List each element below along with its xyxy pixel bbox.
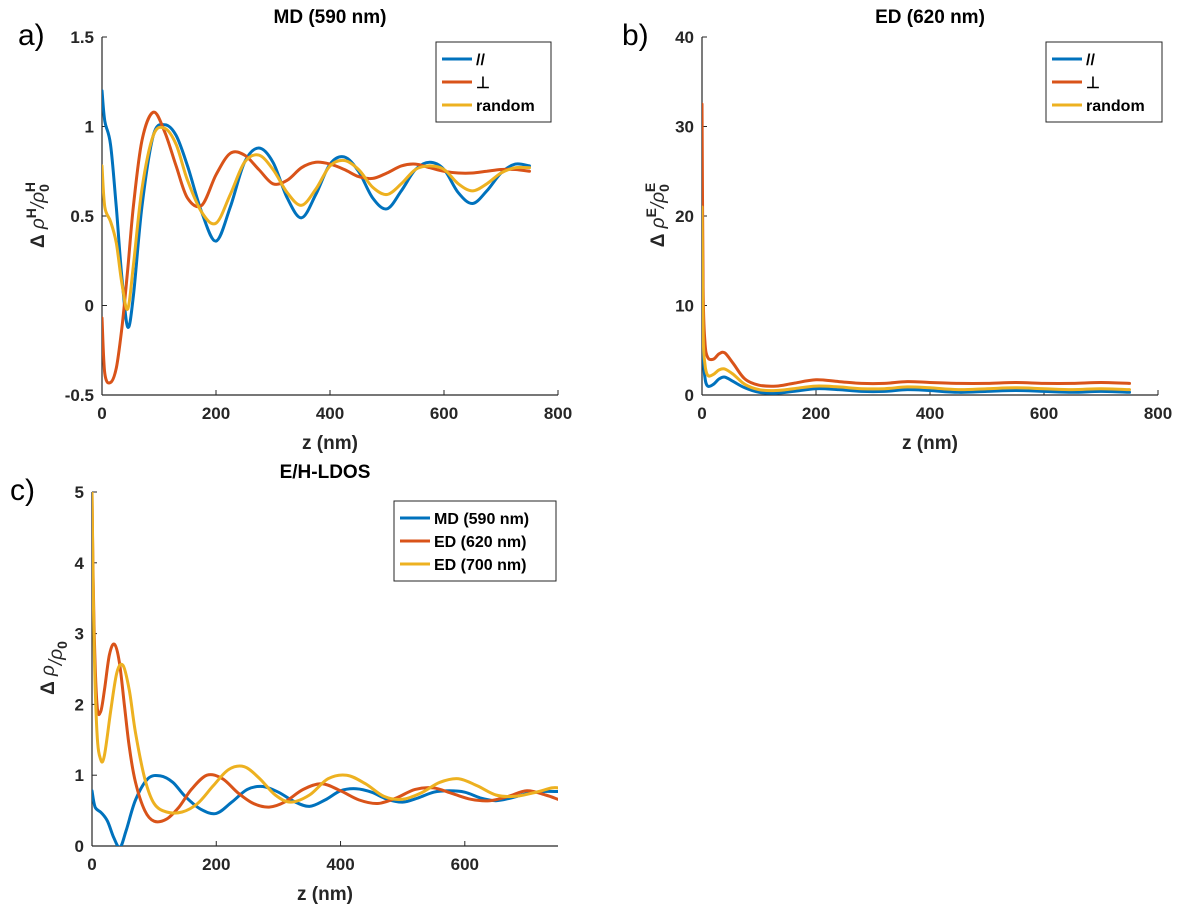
- y-label-rho: ρ: [38, 665, 59, 677]
- y-axis-label: Δ ρ/ρ0: [38, 641, 70, 695]
- y-axis-label: Δ ρE/ρ0E: [642, 183, 672, 247]
- y-label-sub: 0: [36, 184, 52, 192]
- panel-label: c): [10, 474, 35, 507]
- y-label-sub: 0: [54, 641, 70, 649]
- legend-entry: MD (590 nm): [434, 511, 529, 528]
- y-tick-label: 1: [85, 118, 94, 137]
- series-line-1: [702, 102, 1131, 388]
- y-axis-label: Δ ρH/ρ0H: [22, 182, 52, 248]
- y-label-rho: ρ: [648, 217, 669, 229]
- x-tick-label: 0: [697, 404, 706, 423]
- y-tick-label: 0: [685, 386, 694, 405]
- series-line-1: [92, 492, 558, 824]
- x-axis-label: z (nm): [297, 884, 353, 905]
- series-group: [102, 89, 531, 385]
- y-tick-label: 20: [675, 207, 694, 226]
- y-tick-label: 30: [675, 118, 694, 137]
- legend-entry: //: [476, 52, 485, 69]
- y-tick-label: 3: [75, 625, 84, 644]
- legend: MD (590 nm) ED (620 nm) ED (700 nm): [393, 500, 557, 582]
- y-tick-label: 0: [75, 837, 84, 856]
- y-label-sup: H: [23, 208, 39, 218]
- x-tick-label: 200: [202, 855, 230, 874]
- x-tick-label: 200: [202, 404, 230, 423]
- y-tick-label: 0: [85, 297, 94, 316]
- y-label-slash: /: [648, 201, 669, 210]
- x-tick-label: 0: [87, 855, 96, 874]
- x-tick-label: 400: [916, 404, 944, 423]
- y-label-rho0: ρ: [28, 192, 49, 204]
- panel-a: 0 200 400 600 800-0.500.511.5MD (590 nm)a)z …: [18, 7, 572, 454]
- legend-entry: ED (700 nm): [434, 557, 526, 574]
- x-tick-label: 800: [544, 404, 572, 423]
- y-label-delta: Δ: [28, 229, 49, 248]
- legend: // ⊥ random: [1045, 41, 1163, 123]
- chart-title: MD (590 nm): [274, 7, 387, 28]
- y-label-sup2: E: [642, 183, 658, 192]
- x-tick-label: 400: [326, 855, 354, 874]
- series-line-0: [702, 259, 1131, 395]
- y-label-slash: /: [28, 201, 49, 210]
- y-tick-label: 2: [75, 695, 84, 714]
- y-label-delta: Δ: [648, 228, 669, 247]
- legend-entry: ED (620 nm): [434, 534, 526, 551]
- chart-title: E/H-LDOS: [280, 462, 371, 483]
- y-label-sub: 0: [656, 184, 672, 192]
- panel-b: 0 200 400 600 800 0 10 20 30 40 ED (620 nm) b) z (nm…: [622, 7, 1172, 454]
- series-line-2: [92, 492, 558, 815]
- x-tick-label: 600: [430, 404, 458, 423]
- series-group: [702, 102, 1131, 395]
- x-axis-label: z (nm): [902, 433, 958, 454]
- series-line-0: [102, 89, 531, 329]
- y-label-rho: ρ: [28, 218, 49, 230]
- y-label-sup2: H: [22, 182, 38, 192]
- y-label-delta: Δ: [38, 676, 59, 695]
- y-label-rho0: ρ: [46, 649, 67, 661]
- x-tick-label: 600: [1030, 404, 1058, 423]
- series-line-2: [102, 125, 531, 311]
- legend-entry: ⊥: [476, 75, 490, 92]
- y-tick-label: 4: [75, 554, 85, 573]
- legend-entry: random: [476, 98, 535, 115]
- panel-label: b): [622, 19, 649, 52]
- x-tick-label: 200: [802, 404, 830, 423]
- y-tick-label: 5: [75, 483, 84, 502]
- series-group: [92, 492, 558, 846]
- x-tick-label: 0: [97, 404, 106, 423]
- series-line-1: [102, 110, 531, 385]
- y-tick-label: 0.5: [70, 207, 94, 226]
- x-tick-label: 600: [451, 855, 479, 874]
- panel-label: a): [18, 19, 45, 52]
- y-label-slash: /: [46, 658, 67, 667]
- series-line-0: [92, 773, 558, 846]
- chart-title: ED (620 nm): [875, 7, 985, 28]
- y-tick-label: 1: [75, 766, 84, 785]
- legend-entry: random: [1086, 98, 1145, 115]
- y-tick-label: 1.5: [70, 28, 94, 47]
- y-label-rho0: ρ: [648, 192, 669, 204]
- y-tick-label: -0.5: [65, 386, 94, 405]
- x-tick-label: 400: [316, 404, 344, 423]
- legend: // ⊥ random: [435, 41, 552, 123]
- y-tick-label: 10: [675, 297, 694, 316]
- legend-entry: //: [1086, 52, 1095, 69]
- x-axis-label: z (nm): [302, 433, 358, 454]
- y-tick-label: 40: [675, 28, 694, 47]
- legend-entry: ⊥: [1086, 75, 1100, 92]
- series-line-2: [702, 205, 1131, 393]
- y-label-sup: E: [643, 208, 659, 217]
- x-tick-label: 800: [1144, 404, 1172, 423]
